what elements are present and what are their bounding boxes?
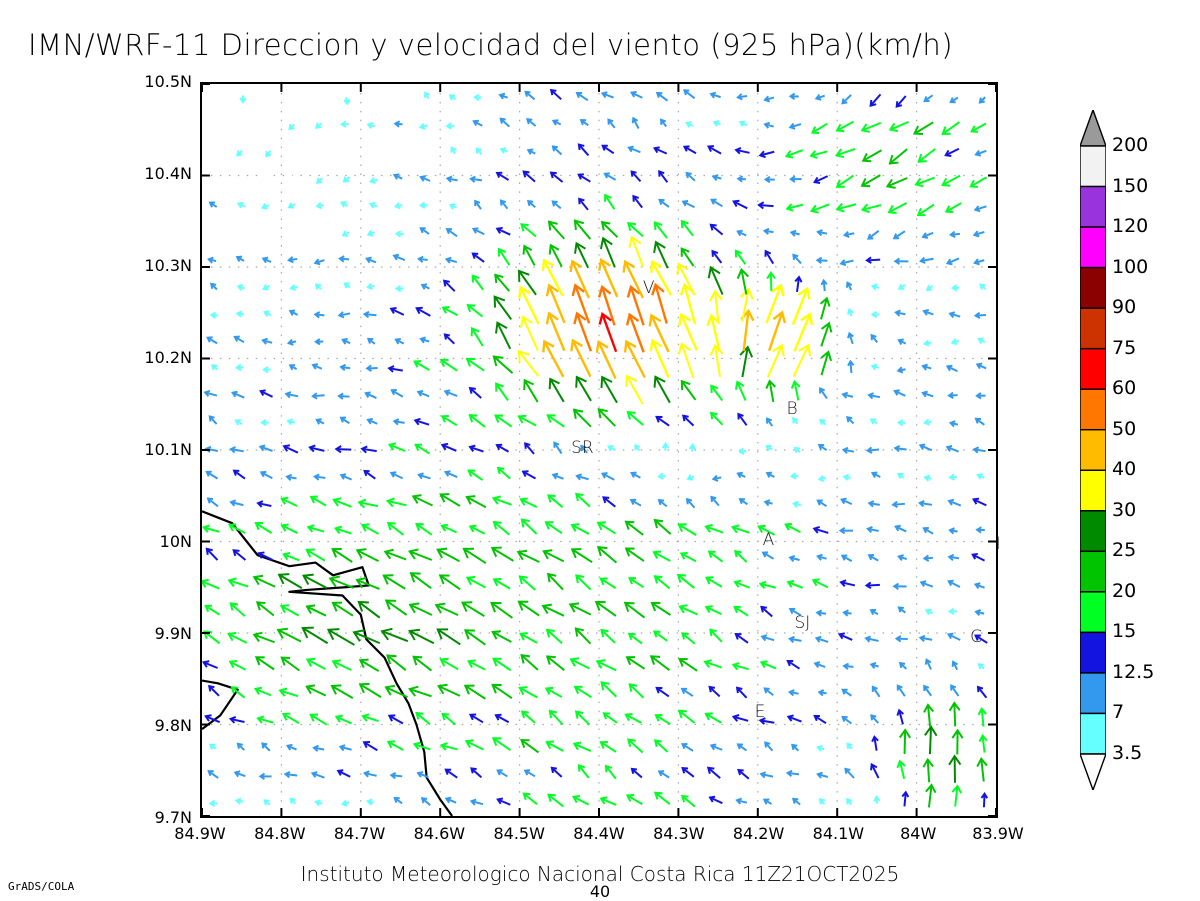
colorbar-band [1080,389,1106,430]
station-label-sj: SJ [795,613,811,633]
station-label-a: A [763,530,775,550]
colorbar-tick-label: 90 [1112,296,1136,318]
colorbar-band [1080,551,1106,592]
colorbar-tick-label: 50 [1112,418,1136,440]
colorbar-tick-label: 25 [1112,539,1136,561]
latitude-tick-label: 9.8N [72,716,192,735]
longitude-tick-label: 83.9W [938,824,1058,843]
colorbar-band [1080,308,1106,349]
wind-arrow-shaft [905,730,906,754]
colorbar-band [1080,632,1106,673]
colorbar-band [1080,146,1106,187]
wind-arrow-head [519,271,529,282]
latitude-tick-label: 10.5N [72,72,192,91]
colorbar-tick-label: 150 [1112,175,1148,197]
colorbar-tick-label: 120 [1112,215,1148,237]
colorbar-band [1080,349,1106,390]
page-title: IMN/WRF-11 Direccion y velocidad del vie… [28,28,953,62]
station-label-i: I [996,534,1001,554]
wind-arrow-shaft [930,727,931,754]
colorbar-band [1080,227,1106,268]
latitude-tick-label: 9.9N [72,624,192,643]
latitude-tick-label: 10.3N [72,256,192,275]
colorbar-swatches [1080,110,1106,790]
latitude-tick-label: 10.4N [72,164,192,183]
colorbar-tick-label: 7 [1112,701,1124,723]
colorbar-band [1080,430,1106,471]
station-label-b: B [787,399,798,419]
colorbar-band [1080,592,1106,633]
colorbar-bottom-arrow [1080,754,1106,790]
map-plot-area[interactable] [200,82,998,818]
colorbar-band [1080,187,1106,228]
colorbar-band [1080,511,1106,552]
colorbar-band [1080,268,1106,309]
wind-arrows [202,90,987,807]
station-label-c: C [970,627,982,647]
station-label-sr: SR [571,438,594,458]
station-label-v: V [643,278,655,298]
wind-vector-field [202,84,996,816]
wind-arrow-shaft [928,760,929,783]
latitude-tick-label: 10.2N [72,348,192,367]
colorbar[interactable] [1080,110,1106,790]
colorbar-tick-label: 200 [1112,134,1148,156]
colorbar-tick-label: 100 [1112,256,1148,278]
colorbar-tick-label: 20 [1112,580,1136,602]
station-label-e: E [755,702,766,722]
colorbar-tick-label: 30 [1112,499,1136,521]
colorbar-band [1080,470,1106,511]
wind-arrow-shaft [954,703,955,726]
colorbar-tick-label: 75 [1112,337,1136,359]
colorbar-band [1080,673,1106,714]
footer-page-number: 40 [0,882,1200,901]
colorbar-tick-label: 3.5 [1112,742,1142,764]
colorbar-tick-label: 12.5 [1112,661,1154,683]
grads-credit: GrADS/COLA [8,880,74,893]
latitude-tick-label: 10N [72,532,192,551]
colorbar-band [1080,713,1106,754]
latitude-tick-label: 10.1N [72,440,192,459]
colorbar-tick-label: 60 [1112,377,1136,399]
colorbar-tick-label: 40 [1112,458,1136,480]
colorbar-top-arrow [1080,110,1106,146]
colorbar-tick-label: 15 [1112,620,1136,642]
